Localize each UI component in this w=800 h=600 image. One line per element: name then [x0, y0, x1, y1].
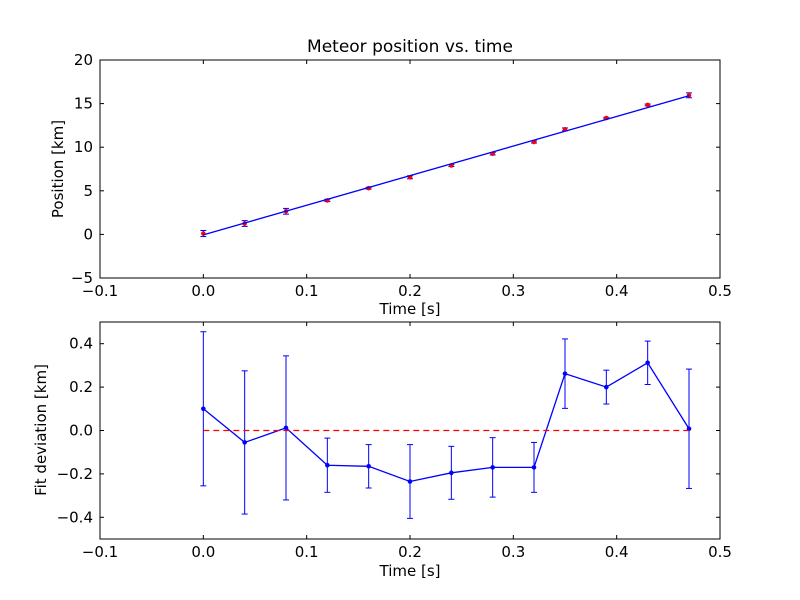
- deviation-plot-area: −0.1 0.0 0.1 0.2 0.3 0.4 0.5 −0.4 −0.2 0.0 0.2 0.4: [57, 321, 732, 561]
- series-fit-line: [203, 95, 690, 236]
- data-point: [283, 425, 289, 431]
- data-point: [242, 440, 247, 445]
- x-tick-label: 0.3: [501, 282, 525, 300]
- x-tick-label: 0.2: [398, 282, 422, 300]
- y-tick-label: 20: [74, 51, 93, 69]
- fit-line: [203, 95, 690, 236]
- x-tick-label: 0.1: [295, 282, 319, 300]
- position-plot-area: −0.1 0.0 0.1 0.2 0.3 0.4 0.5 −5 0 5 10 15 20: [71, 51, 732, 300]
- data-point: [686, 93, 692, 98]
- x-tick-label: 0.5: [708, 543, 732, 561]
- data-point: [645, 102, 650, 108]
- x-axis-label: Time [s]: [379, 300, 441, 318]
- data-point: [490, 465, 495, 470]
- y-axis-label: Fit deviation [km]: [32, 364, 50, 496]
- x-tick-label: 0.4: [605, 543, 629, 561]
- x-axis-label: Time [s]: [379, 562, 441, 580]
- data-point: [531, 465, 537, 470]
- deviation-chart: −0.1 0.0 0.1 0.2 0.3 0.4 0.5−0.4−0.20.00.20.4 …: [32, 321, 732, 580]
- position-chart: Meteor position vs. time −0.1 0.0 0.1 0.2 0.…: [49, 37, 732, 318]
- data-point: [366, 464, 371, 469]
- y-tick-label: 0: [83, 225, 93, 243]
- y-tick-label: 5: [83, 182, 93, 200]
- y-tick-label: 0.0: [69, 422, 93, 440]
- series-line-with-errorbars: [200, 331, 692, 519]
- y-tick-label: 10: [74, 138, 93, 156]
- data-point: [325, 462, 330, 468]
- chart-title: Meteor position vs. time: [307, 37, 513, 57]
- x-tick-label: 0.5: [708, 282, 732, 300]
- x-tick-label: −0.1: [82, 282, 118, 300]
- y-tick-label: 0.2: [69, 378, 93, 396]
- data-point: [604, 384, 609, 390]
- x-tick-label: 0.3: [501, 543, 525, 561]
- x-tick-label: −0.1: [82, 543, 118, 561]
- data-point: [407, 479, 413, 484]
- y-axis-label: Position [km]: [49, 120, 67, 218]
- x-tick-label: 0.0: [191, 543, 215, 561]
- x-tick-label: 0.2: [398, 543, 422, 561]
- x-tick-label: 0.1: [295, 543, 319, 561]
- y-tick-label: 0.4: [69, 335, 93, 353]
- data-point: [449, 470, 454, 476]
- data-point: [201, 406, 206, 412]
- y-tick-label: −0.2: [57, 465, 93, 483]
- x-tick-label: 0.4: [605, 282, 629, 300]
- data-point: [201, 231, 206, 236]
- y-tick-label: 15: [74, 95, 93, 113]
- data-point: [645, 360, 650, 366]
- data-point: [562, 371, 568, 376]
- y-tick-label: −0.4: [57, 508, 93, 526]
- x-tick-label: 0.0: [191, 282, 215, 300]
- y-tick-label: −5: [71, 269, 93, 287]
